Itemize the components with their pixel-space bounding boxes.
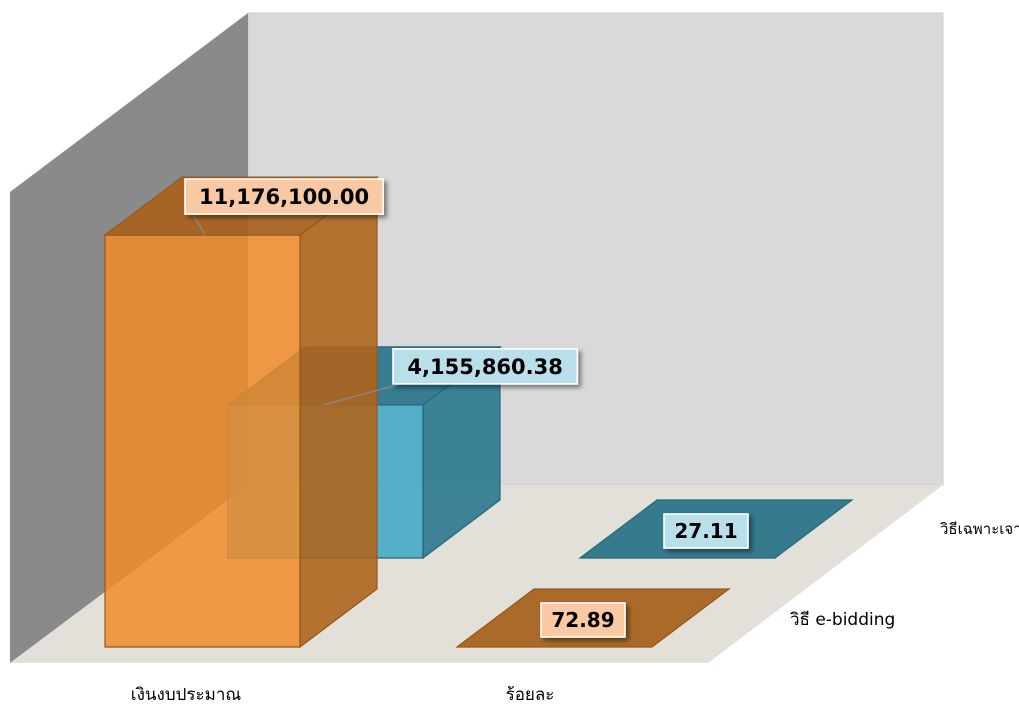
series-label-1: วิธีเฉพาะเจาะจง	[939, 520, 1019, 538]
bar-side-0-0	[299, 175, 378, 649]
data-label-0-0: 11,176,100.00	[199, 185, 369, 209]
data-label-1-1: 27.11	[674, 519, 737, 543]
bar-front-0-0	[104, 234, 301, 648]
data-label-box-1-1	[663, 513, 749, 549]
leader-line-1-0	[323, 383, 402, 406]
category-label-1: ร้อยละ	[506, 685, 555, 705]
data-label-box-0-0	[184, 178, 384, 215]
category-label-0: เงินงบประมาณ	[131, 685, 242, 705]
leader-line-0-0	[192, 213, 206, 236]
data-label-box-0-1	[540, 602, 626, 638]
data-label-box-1-0	[392, 348, 579, 385]
bar-0-0	[103, 175, 379, 649]
series-label-0: วิธี e-bidding	[790, 610, 896, 630]
data-label-0-1: 72.89	[551, 608, 614, 632]
data-label-1-0: 4,155,860.38	[407, 355, 562, 379]
bars-layer: 4,155,860.38 27.11 11,176,100.00 72.89	[103, 175, 854, 649]
